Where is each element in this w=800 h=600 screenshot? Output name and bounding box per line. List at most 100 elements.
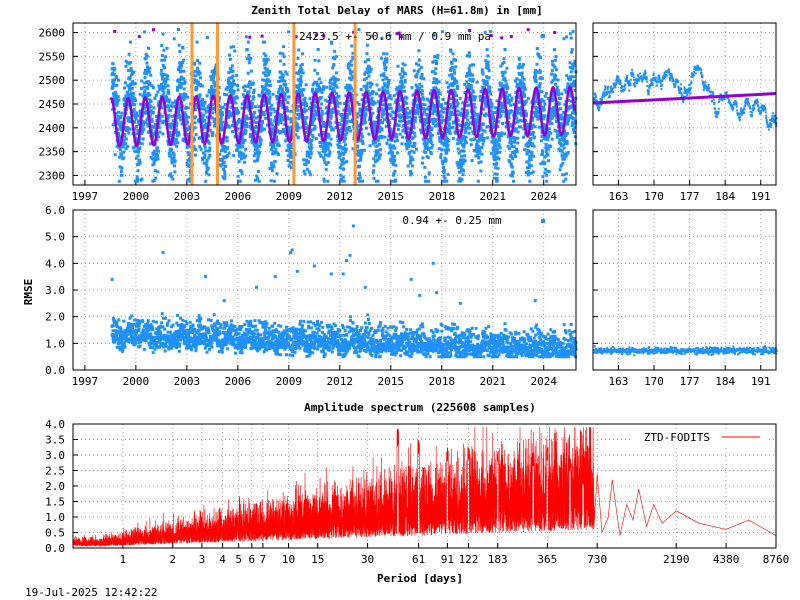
ztd-outlier-point [468, 29, 472, 33]
spectrum-xtick-label: 8760 [763, 553, 790, 566]
ztd-outlier-point [565, 35, 569, 39]
rmse-outlier-point [110, 277, 114, 281]
ztd-outlier-point [142, 30, 146, 34]
ztd-xtick-label: 2009 [276, 190, 303, 203]
rmse-month-xtick-label: 177 [680, 375, 700, 388]
spectrum-xlabel: Period [days] [377, 572, 463, 585]
ztd-outlier-point [161, 32, 165, 36]
ztd-outlier-point [483, 30, 487, 34]
rmse-xtick-label: 2021 [479, 375, 506, 388]
rmse-ytick-label: 5.0 [45, 231, 65, 244]
rmse-annotation: 0.94 +- 0.25 mm [402, 214, 502, 227]
rmse-outlier-point [431, 261, 435, 265]
ztd-outlier-point [488, 29, 492, 33]
spectrum-legend-box [631, 430, 769, 446]
rmse-legend-marker [541, 219, 545, 223]
ztd-outlier-point [509, 35, 513, 39]
ztd-month-xtick-label: 163 [608, 190, 628, 203]
generation-timestamp: 19-Jul-2025 12:42:22 [25, 586, 157, 599]
rmse-month-xtick-label: 191 [751, 375, 771, 388]
spectrum-xtick-label: 4 [219, 553, 226, 566]
ztd-month-xtick-label: 184 [715, 190, 735, 203]
ztd-ytick-label: 2500 [39, 74, 66, 87]
ztd-xtick-label: 1997 [72, 190, 99, 203]
rmse-outlier-point [295, 269, 299, 273]
ztd-xtick-label: 2003 [174, 190, 201, 203]
ztd-outlier-point [137, 35, 141, 39]
ztd-ytick-label: 2300 [39, 169, 66, 182]
spectrum-xtick-label: 7 [260, 553, 267, 566]
ztd-outlier-point [569, 36, 573, 40]
ztd-month-frame [592, 22, 777, 186]
ztd-outlier-point [294, 35, 298, 39]
rmse-xtick-label: 2000 [123, 375, 150, 388]
spectrum-xtick-label: 15 [311, 553, 324, 566]
spectrum-title: Amplitude spectrum (225608 samples) [304, 401, 536, 414]
rmse-xtick-label: 2015 [378, 375, 405, 388]
spectrum-xtick-label: 91 [441, 553, 454, 566]
ztd-outlier-point [244, 35, 248, 39]
rmse-outlier-point [351, 224, 355, 228]
spectrum-ytick-label: 4.0 [45, 418, 65, 431]
ztd-month-xtick-label: 191 [751, 190, 771, 203]
rmse-xtick-label: 1997 [72, 375, 99, 388]
spectrum-line [72, 427, 777, 547]
ztd-outlier-point [260, 34, 264, 38]
spectrum-ytick-label: 1.5 [45, 496, 65, 509]
rmse-outlier-point [204, 275, 208, 279]
rmse-outlier-point [363, 285, 367, 289]
spectrum-xtick-label: 3 [199, 553, 206, 566]
rmse-outlier-point [409, 277, 413, 281]
spectrum-xtick-label: 730 [587, 553, 607, 566]
ztd-outlier-point [314, 33, 318, 37]
panel-ztd-main: 2300 2350 2400 2450 2500 2550 2600 1997 2000 2003… [39, 22, 578, 203]
rmse-ytick-label: 2.0 [45, 311, 65, 324]
spectrum-xtick-label: 5 [235, 553, 242, 566]
ztd-outlier-point [440, 30, 444, 34]
ztd-month-fit-line [592, 92, 777, 105]
spectrum-ytick-label: 2.0 [45, 480, 65, 493]
ztd-outlier-point [357, 28, 361, 32]
ztd-outlier-point [205, 35, 209, 39]
spectrum-ytick-label: 3.0 [45, 449, 65, 462]
spectrum-xtick-label: 122 [459, 553, 479, 566]
ztd-outlier-point [177, 27, 181, 31]
rmse-outlier-point [348, 253, 352, 257]
ztd-outlier-point [395, 32, 399, 36]
ztd-ytick-label: 2400 [39, 122, 66, 135]
spectrum-xtick-label: 10 [282, 553, 295, 566]
rmse-outlier-point [255, 285, 259, 289]
spectrum-ytick-label: 1.0 [45, 511, 65, 524]
rmse-ytick-label: 4.0 [45, 257, 65, 270]
ztd-outlier-point [287, 30, 291, 34]
rmse-month-xtick-label: 163 [608, 375, 628, 388]
rmse-outlier-point [562, 323, 566, 327]
ztd-outlier-point [397, 31, 401, 35]
panel-rmse-main: 0.0 1.0 2.0 3.0 4.0 5.0 6.0 1997 2000 2003 2006 200… [45, 204, 578, 388]
rmse-outlier-point [345, 259, 349, 263]
ztd-outlier-point [526, 28, 530, 32]
spectrum-xtick-label: 2 [169, 553, 176, 566]
rmse-grid [73, 210, 576, 370]
rmse-outlier-point [273, 275, 277, 279]
spectrum-xtick-label: 30 [361, 553, 374, 566]
rmse-month-xtick-label: 170 [644, 375, 664, 388]
ztd-outlier-point [562, 37, 566, 41]
rmse-xtick-label: 2012 [327, 375, 354, 388]
ztd-observation-points [110, 40, 578, 183]
ztd-outlier-point [432, 33, 436, 37]
rmse-outlier-point [161, 251, 165, 255]
rmse-outlier-point [418, 293, 422, 297]
ztd-month-observation-points [593, 64, 778, 131]
rmse-ylabel: RMSE [22, 279, 35, 306]
rmse-month-frame [592, 209, 777, 371]
rmse-ytick-label: 0.0 [45, 364, 65, 377]
ztd-outlier-point [380, 36, 384, 40]
ztd-outlier-point [172, 37, 176, 41]
ztd-xtick-label: 2024 [530, 190, 557, 203]
spectrum-ytick-label: 3.5 [45, 434, 65, 447]
spectrum-ytick-label: 0.0 [45, 542, 65, 555]
ztd-xtick-label: 2012 [327, 190, 354, 203]
ztd-ytick-label: 2450 [39, 98, 66, 111]
